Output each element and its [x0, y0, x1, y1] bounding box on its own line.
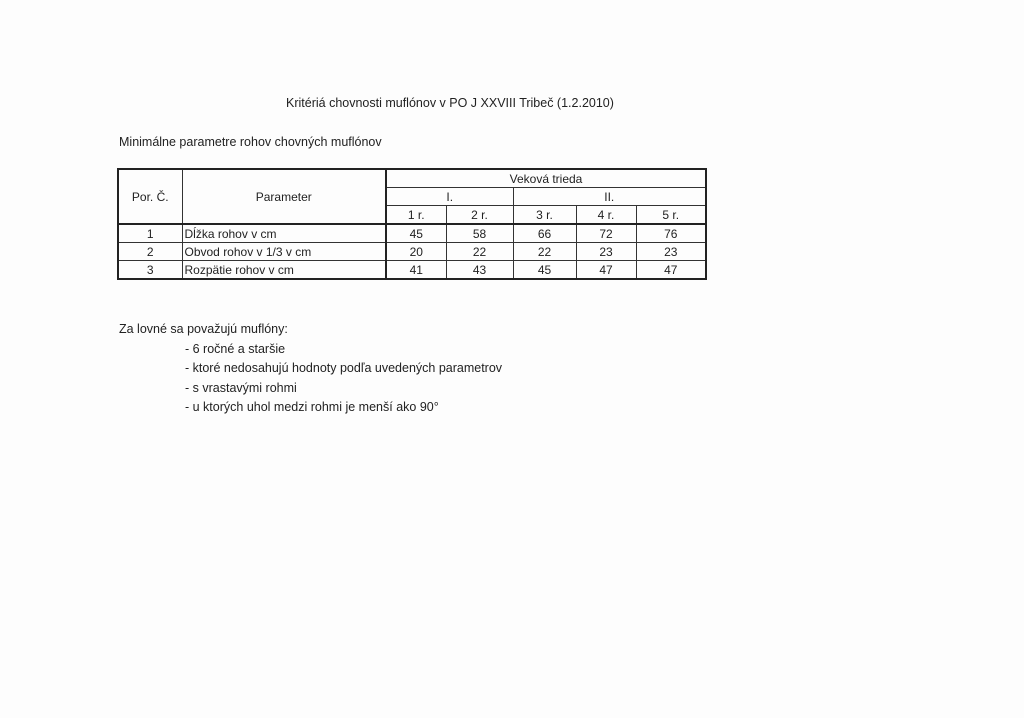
cell-value: 45 — [385, 223, 447, 243]
cell-value: 43 — [445, 260, 514, 280]
row-parameter: Rozpätie rohov v cm — [181, 260, 387, 280]
header-year: 5 r. — [635, 205, 707, 225]
header-por: Por. Č. — [117, 168, 183, 225]
cell-value: 41 — [385, 260, 447, 280]
header-row: I. II. — [118, 187, 707, 206]
hunting-criteria-notes: Za lovné sa považujú muflóny: - 6 ročné … — [119, 320, 502, 418]
cell-value: 20 — [385, 242, 447, 261]
row-number: 1 — [117, 223, 183, 243]
cell-value: 47 — [575, 260, 637, 280]
row-parameter: Obvod rohov v 1/3 v cm — [181, 242, 387, 261]
row-number: 2 — [117, 242, 183, 261]
table-row: 1 Dĺžka rohov v cm 45 58 66 72 76 — [117, 223, 707, 243]
cell-value: 76 — [635, 223, 707, 243]
header-row: 1 r. 2 r. 3 r. 4 r. 5 r. — [118, 205, 707, 225]
cell-value: 47 — [635, 260, 707, 280]
notes-item: - u ktorých uhol medzi rohmi je menší ak… — [185, 400, 439, 414]
cell-value: 45 — [512, 260, 577, 280]
header-row: Por. Č. Parameter Veková trieda — [117, 168, 707, 225]
cell-value: 58 — [445, 223, 514, 243]
horn-parameters-table: Por. Č. Parameter Veková trieda I. II. 1… — [117, 168, 707, 280]
header-year: 4 r. — [575, 205, 637, 225]
header-year: 3 r. — [512, 205, 577, 225]
table-row: 2 Obvod rohov v 1/3 v cm 20 22 22 23 23 — [117, 242, 707, 261]
header-parameter: Parameter — [181, 168, 387, 225]
table-row: 3 Rozpätie rohov v cm 41 43 45 47 47 — [117, 260, 707, 280]
notes-item: - s vrastavými rohmi — [185, 380, 297, 395]
notes-item: - ktoré nedosahujú hodnoty podľa uvedený… — [185, 361, 503, 375]
row-number: 3 — [117, 260, 183, 280]
notes-item: - 6 ročné a staršie — [185, 341, 286, 356]
cell-value: 72 — [575, 223, 637, 243]
header-class-i: I. — [385, 187, 514, 206]
header-year: 1 r. — [385, 205, 447, 225]
header-age-class: Veková trieda — [385, 168, 707, 188]
table-caption: Minimálne parametre rohov chovných mufló… — [119, 135, 382, 149]
row-parameter: Dĺžka rohov v cm — [181, 223, 387, 243]
cell-value: 22 — [445, 242, 514, 261]
cell-value: 23 — [635, 242, 707, 261]
header-year: 2 r. — [445, 205, 514, 225]
cell-value: 23 — [575, 242, 637, 261]
notes-heading: Za lovné sa považujú muflóny: — [119, 322, 288, 336]
document-title: Kritériá chovnosti muflónov v PO J XXVII… — [286, 96, 614, 110]
cell-value: 66 — [512, 223, 577, 243]
cell-value: 22 — [512, 242, 577, 261]
header-class-ii: II. — [512, 187, 707, 206]
